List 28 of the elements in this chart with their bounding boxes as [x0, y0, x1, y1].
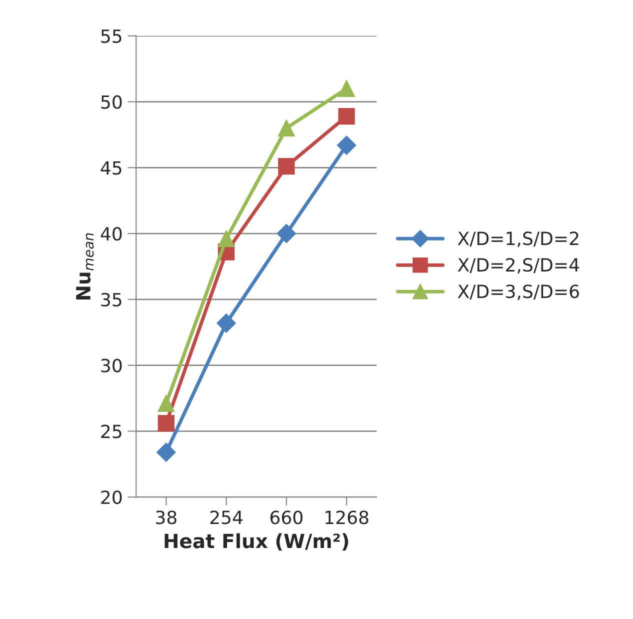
y-tick-label: 35: [101, 292, 122, 307]
point: [158, 395, 174, 412]
x-axis-title: Heat Flux (W/m²): [164, 533, 348, 551]
y-tick-label: 20: [101, 490, 122, 504]
y-tick-label: 25: [101, 424, 122, 438]
y-axis-title: Nu$_{mean}$: [76, 233, 94, 300]
point: [216, 314, 236, 333]
point: [338, 80, 355, 97]
point: [278, 120, 295, 136]
point: [338, 108, 355, 125]
legend-label: X/D=1,S/D=2: [458, 232, 578, 248]
y-tick-label: 30: [101, 358, 122, 372]
point: [156, 442, 176, 462]
point: [218, 230, 235, 248]
x-tick-label: 660: [270, 510, 302, 524]
y-tick-label: 55: [101, 30, 122, 44]
x-tick-label: 254: [210, 510, 243, 524]
legend-label: X/D=2,S/D=4: [458, 258, 580, 274]
y-tick-label: 50: [101, 95, 122, 109]
legend-label: X/D=3,S/D=6: [458, 284, 579, 300]
y-tick-label: 45: [100, 161, 122, 175]
y-tick-label: 40: [100, 227, 122, 241]
point: [337, 136, 356, 155]
x-tick-label: 38: [156, 510, 176, 524]
point: [158, 414, 174, 432]
point: [276, 224, 296, 244]
x-tick-label: 1268: [326, 510, 368, 524]
point: [278, 158, 295, 175]
